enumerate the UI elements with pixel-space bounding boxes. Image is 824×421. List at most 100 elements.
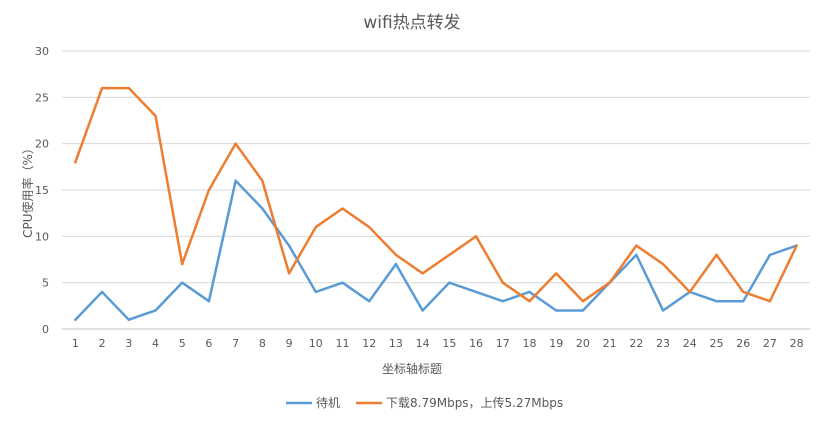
series-lines (74, 86, 798, 321)
data-point (287, 244, 291, 247)
data-point (688, 290, 691, 294)
data-point (314, 290, 317, 294)
data-point (287, 272, 291, 275)
data-point (474, 290, 478, 294)
x-tick-label: 22 (629, 337, 643, 350)
x-tick-label: 16 (469, 337, 483, 350)
data-point (501, 281, 504, 284)
data-point (127, 318, 130, 321)
x-tick-label: 9 (286, 337, 293, 350)
data-point (261, 207, 264, 210)
data-point (661, 309, 665, 312)
legend-label-2: 下载8.79Mbps，上传5.27Mbps (386, 395, 563, 410)
data-point (127, 86, 130, 90)
x-tick-label: 3 (125, 337, 132, 350)
data-point (528, 290, 531, 294)
data-point (715, 253, 718, 257)
x-tick-label: 28 (790, 337, 804, 350)
data-point (181, 262, 184, 266)
data-point (742, 300, 745, 303)
gridlines (62, 50, 810, 330)
data-point (715, 300, 718, 303)
data-point (154, 114, 157, 118)
x-tick-label: 20 (576, 337, 590, 350)
x-tick-label: 2 (99, 337, 106, 350)
data-point (555, 309, 558, 312)
data-point (74, 161, 77, 164)
data-point (555, 272, 558, 275)
data-point (261, 179, 264, 182)
y-tick-label: 20 (35, 138, 49, 151)
x-tick-label: 15 (442, 337, 456, 350)
y-tick-labels: 0 5 10 15 20 25 30 (35, 45, 49, 336)
x-tick-label: 12 (362, 337, 376, 350)
y-tick-label: 0 (42, 323, 49, 336)
x-tick-label: 17 (496, 337, 510, 350)
data-point (635, 253, 638, 257)
data-point (341, 281, 344, 284)
x-tick-label: 1 (72, 337, 79, 350)
data-point (207, 300, 211, 303)
data-point (154, 309, 157, 312)
x-tick-label: 14 (416, 337, 430, 350)
y-tick-label: 5 (42, 277, 49, 290)
data-point (394, 262, 398, 266)
y-tick-label: 25 (35, 91, 49, 104)
series-line-2 (74, 86, 798, 303)
data-point (421, 272, 424, 275)
x-tick-label: 8 (259, 337, 266, 350)
data-point (581, 309, 585, 312)
data-point (181, 281, 184, 284)
data-point (448, 281, 451, 284)
data-point (795, 244, 798, 247)
x-axis-title: 坐标轴标题 (382, 361, 442, 376)
data-point (528, 300, 531, 303)
x-tick-label: 26 (736, 337, 750, 350)
data-point (234, 142, 237, 145)
x-tick-label: 11 (336, 337, 350, 350)
data-point (394, 253, 398, 257)
data-point (421, 309, 424, 312)
x-tick-label: 13 (389, 337, 403, 350)
x-tick-label: 7 (232, 337, 239, 350)
data-point (742, 290, 745, 294)
data-point (768, 300, 772, 303)
data-point (341, 207, 344, 210)
data-point (635, 244, 638, 247)
data-point (314, 225, 317, 229)
x-tick-label: 25 (710, 337, 724, 350)
data-point (207, 188, 211, 192)
data-point (501, 300, 504, 303)
chart-title: wifi热点转发 (363, 13, 460, 33)
x-tick-label: 6 (205, 337, 212, 350)
data-point (608, 281, 611, 284)
x-tick-label: 5 (179, 337, 186, 350)
x-tick-labels: 1 2 3 4 5 6 7 8 9 10 11 12 13 14 15 16 17 18 19 20 21 22 23 24 2… (72, 337, 804, 350)
data-point (448, 253, 451, 257)
y-axis-title: CPU使用率（%） (20, 142, 35, 238)
data-point (768, 253, 772, 257)
data-point (368, 225, 371, 229)
x-tick-label: 23 (656, 337, 670, 350)
data-point (234, 179, 237, 182)
x-tick-label: 18 (523, 337, 537, 350)
data-point (100, 86, 104, 90)
legend: 待机 下载8.79Mbps，上传5.27Mbps (286, 395, 563, 410)
x-tick-label: 19 (549, 337, 563, 350)
x-tick-label: 24 (683, 337, 697, 350)
data-point (661, 262, 665, 266)
legend-label-1: 待机 (316, 396, 340, 410)
data-point (368, 300, 371, 303)
data-point (100, 290, 104, 294)
x-tick-label: 4 (152, 337, 159, 350)
series-line-1 (74, 179, 798, 321)
y-tick-label: 10 (35, 230, 49, 243)
x-tick-label: 27 (763, 337, 777, 350)
x-tick-label: 10 (309, 337, 323, 350)
data-point (474, 235, 478, 238)
y-tick-label: 15 (35, 184, 49, 197)
data-point (581, 300, 585, 303)
x-tick-label: 21 (603, 337, 617, 350)
